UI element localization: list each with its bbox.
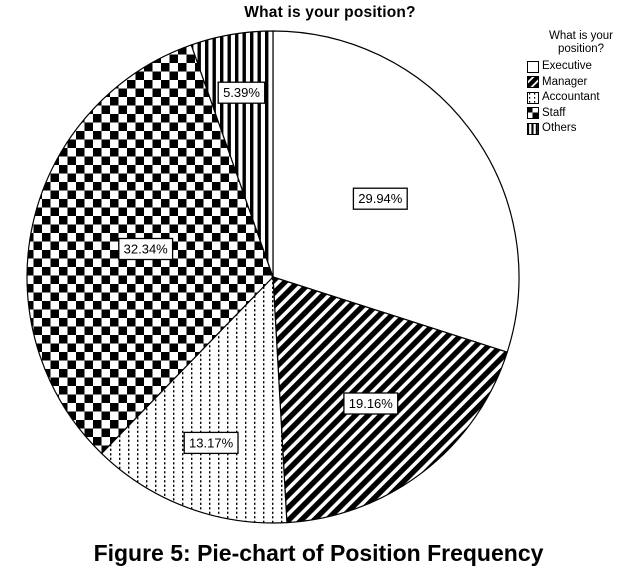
legend-item-others: Others: [527, 122, 635, 135]
slice-label-box: [217, 81, 266, 104]
slice-label-executive: 29.94%: [352, 187, 408, 210]
slice-label-text: 5.39%: [223, 85, 260, 100]
legend: What is your position? Executive Manager A…: [527, 30, 635, 138]
slice-label-others: 5.39%: [217, 81, 266, 104]
slice-labels-group: 29.94% 19.16% 13.17% 32.34% 5.39%: [118, 81, 408, 455]
slice-label-text: 32.34%: [124, 242, 169, 257]
slice-label-manager: 19.16%: [343, 392, 399, 415]
legend-title: What is your position?: [549, 30, 613, 55]
legend-label-staff: Staff: [542, 106, 566, 119]
pie-chart: 29.94% 19.16% 13.17% 32.34% 5.39%: [26, 30, 520, 524]
slice-label-box: [118, 237, 174, 261]
legend-swatch-executive-icon: [527, 60, 539, 73]
slice-label-staff: 32.34%: [118, 237, 174, 261]
slice-label-box: [352, 187, 408, 210]
slice-label-text: 19.16%: [349, 396, 394, 411]
chart-title: What is your position?: [244, 4, 416, 21]
legend-swatch-staff-icon: [527, 107, 539, 119]
slice-label-accountant: 13.17%: [183, 431, 239, 455]
figure-caption: Figure 5: Pie-chart of Position Frequenc…: [93, 540, 544, 566]
legend-swatch-manager-icon: [527, 76, 539, 88]
slice-label-box: [183, 431, 239, 455]
legend-item-accountant: Accountant: [527, 91, 635, 104]
legend-item-staff: Staff: [527, 107, 635, 120]
legend-item-manager: Manager: [527, 76, 635, 89]
slice-label-box: [343, 392, 399, 415]
legend-items: Executive Manager Accountant Staff Others: [527, 60, 635, 135]
legend-label-executive: Executive: [542, 60, 592, 72]
legend-swatch-others-icon: [527, 122, 539, 135]
legend-label-others: Others: [542, 122, 577, 134]
legend-label-accountant: Accountant: [542, 91, 600, 103]
pie-slice-accountant: [100, 276, 288, 524]
slice-label-text: 13.17%: [189, 435, 234, 450]
legend-item-executive: Executive: [527, 60, 635, 73]
legend-swatch-accountant-icon: [527, 91, 539, 104]
slice-label-text: 29.94%: [358, 191, 403, 206]
pie-slices-group: [26, 30, 520, 524]
legend-label-manager: Manager: [542, 75, 588, 88]
